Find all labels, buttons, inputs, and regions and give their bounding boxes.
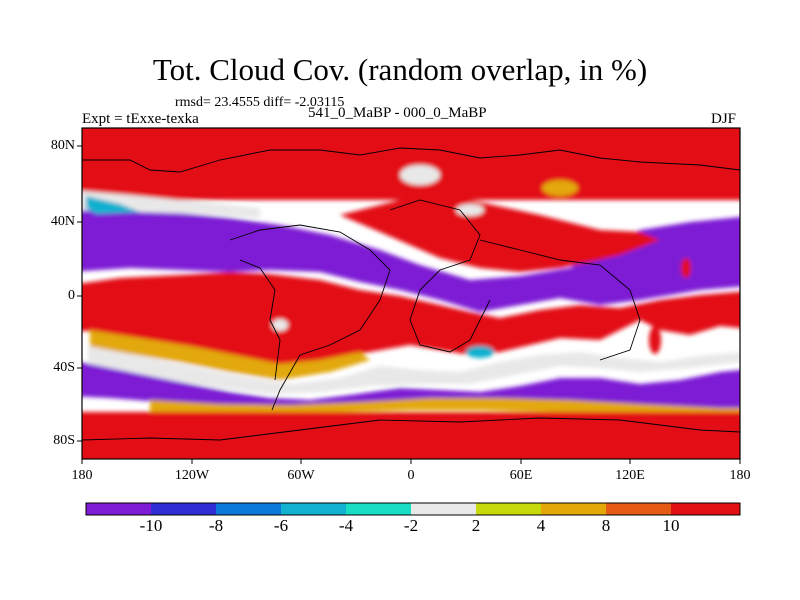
colorbar-box-m4-m2 — [346, 503, 411, 515]
statistics-label: rmsd= 23.4555 diff= -2.03115 — [175, 95, 345, 110]
band-south-negative — [82, 362, 740, 412]
colorbar-label-m6: -6 — [273, 516, 289, 535]
colorbar-box-m8-m6 — [216, 503, 281, 515]
anomaly-blob-1 — [649, 326, 661, 354]
colorbar-label-4: 4 — [536, 516, 546, 535]
colorbar — [85, 502, 741, 516]
colorbar-box-8-10 — [606, 503, 671, 515]
anomaly-blob-4 — [542, 180, 578, 196]
colorbar-frame — [85, 502, 741, 516]
x-tick-label-180-east: 180 — [729, 468, 751, 483]
anomaly-blob-2 — [681, 258, 691, 278]
band-north-cyan — [86, 196, 140, 214]
colorbar-box-2-4 — [476, 503, 541, 515]
x-tick-label-120e: 120E — [615, 468, 645, 483]
y-tick-label-80n: 80N — [50, 138, 75, 153]
x-tick-label-120w: 120W — [174, 468, 210, 483]
colorbar-box-4-8 — [541, 503, 606, 515]
y-tick-label-0: 0 — [68, 288, 75, 303]
colorbar-label-8: 8 — [601, 516, 611, 535]
band-north-negative — [82, 206, 740, 312]
y-tick-label-40s: 40S — [53, 360, 75, 375]
x-tick-label-0: 0 — [407, 468, 415, 483]
x-tick-label-60w: 60W — [287, 468, 315, 483]
comparison-label: 541_0_MaBP - 000_0_MaBP — [308, 105, 487, 121]
contour-field — [82, 128, 740, 459]
experiment-label: Expt = tExxe-texka — [82, 111, 199, 127]
colorbar-box-gt-10 — [671, 503, 740, 515]
x-tick-label-180-west: 180 — [71, 468, 93, 483]
eurasia-positive — [340, 200, 660, 272]
colorbar-box-lt-m10 — [86, 503, 151, 515]
colorbar-box-m6-m4 — [281, 503, 346, 515]
x-tick-label-60e: 60E — [509, 468, 533, 483]
band-equatorial-white — [88, 346, 740, 394]
colorbar-box-m2-2 — [411, 503, 476, 515]
map-title: Tot. Cloud Cov. (random overlap, in %) — [152, 52, 648, 87]
band-equatorial-fringe — [90, 330, 370, 380]
colorbar-label-2: 2 — [471, 516, 481, 535]
band-equatorial-positive — [82, 272, 740, 368]
colorbar-label-m2: -2 — [403, 516, 419, 535]
anomaly-blob-5 — [400, 165, 440, 185]
colorbar-box-m10-m8 — [151, 503, 216, 515]
season-label: DJF — [711, 111, 737, 127]
band-south-positive — [82, 412, 740, 459]
continent-outlines — [82, 147, 740, 441]
tick-marks — [77, 145, 741, 464]
colorbar-label-m8: -8 — [208, 516, 224, 535]
y-tick-label-80s: 80S — [53, 433, 75, 448]
y-tick-label-40n: 40N — [50, 214, 75, 229]
colorbar-label-m4: -4 — [338, 516, 354, 535]
anomaly-blob-7 — [466, 346, 494, 358]
colorbar-label-m10: -10 — [139, 516, 163, 535]
band-north-positive — [82, 128, 740, 200]
anomaly-blob-6 — [272, 319, 288, 331]
anomaly-blob-3 — [456, 204, 484, 216]
colorbar-label-10: 10 — [662, 516, 680, 535]
